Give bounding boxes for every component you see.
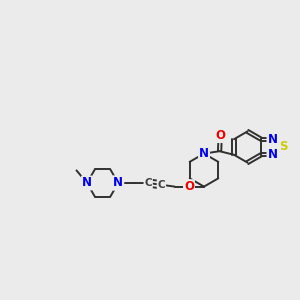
Text: N: N [268,133,278,146]
Text: C: C [158,180,165,190]
Text: S: S [279,140,287,154]
Text: N: N [199,147,209,160]
Text: C: C [144,178,152,188]
Text: N: N [199,147,209,160]
Text: O: O [184,180,194,193]
Text: N: N [82,176,92,190]
Text: N: N [268,148,278,161]
Text: O: O [215,129,225,142]
Text: N: N [113,176,123,190]
Text: N: N [113,176,123,190]
